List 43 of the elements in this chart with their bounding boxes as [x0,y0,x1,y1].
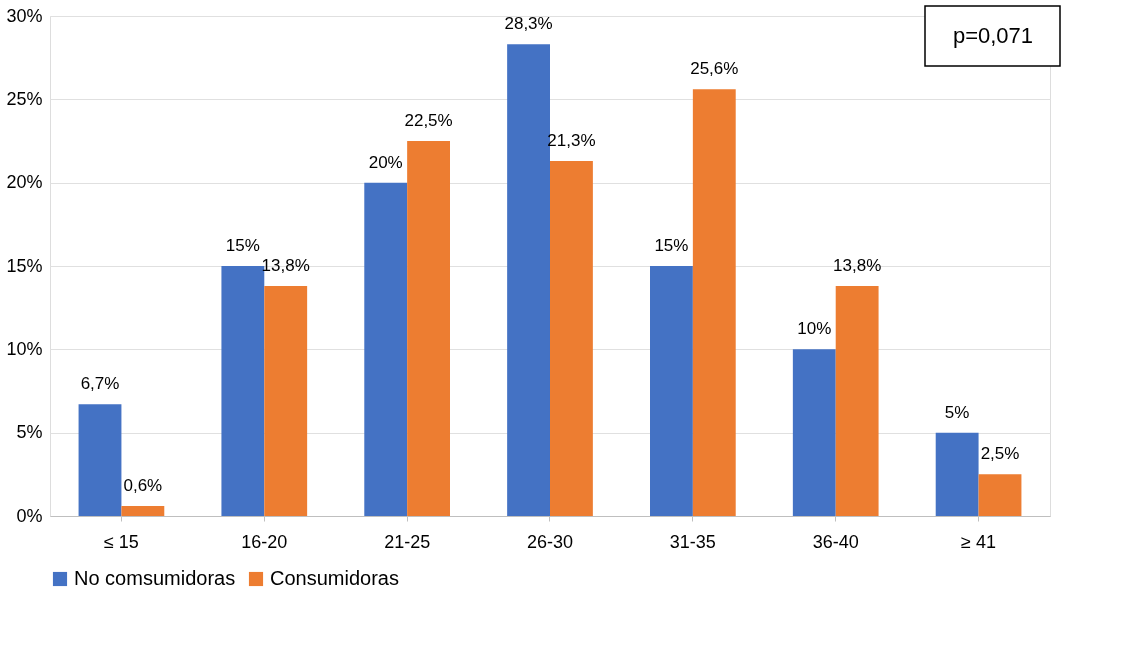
data-label: 20% [368,152,403,172]
data-label: 0,6% [123,476,163,495]
y-tick-label: 5% [16,422,43,443]
bar [935,432,979,516]
legend-label: Consumidoras [270,567,399,589]
x-tick-label: 36-40 [812,531,859,552]
x-tick-label: 21-25 [384,531,431,552]
data-label: 28,3% [504,14,553,34]
bar [550,161,593,516]
data-label: 13,8% [833,256,882,275]
bar [121,506,165,516]
bar [407,141,450,516]
legend-label: No comsumidoras [74,567,236,589]
y-tick-label: 15% [6,255,43,276]
x-tick-label: 26-30 [526,531,574,552]
data-label: 25,6% [690,59,739,79]
data-label: 6,7% [80,374,120,394]
data-label: 13,8% [261,256,310,275]
bar [978,474,1022,516]
bar [264,286,308,516]
bar [364,182,408,516]
bar [650,266,693,516]
x-tick-label: ≥ 41 [961,531,997,552]
data-label: 15% [654,236,689,255]
x-tick-label: 31-35 [669,531,716,552]
data-label: 10% [797,319,832,339]
x-tick-label: ≤ 15 [103,531,139,552]
bar [507,44,550,516]
bar [792,349,836,516]
y-tick-label: 10% [6,338,43,359]
bar [78,404,122,516]
y-tick-label: 30% [6,5,43,26]
data-label: 15% [225,236,260,255]
y-tick-label: 25% [6,88,43,109]
data-label: 22,5% [404,111,453,130]
data-label: 5% [944,402,970,422]
bar [692,89,736,516]
y-tick-label: 0% [16,505,43,526]
annotation: p=0,071 [952,23,1034,48]
data-label: 2,5% [980,444,1020,464]
x-tick-label: 16-20 [241,531,288,552]
y-tick-label: 20% [6,172,43,193]
bar [835,286,879,516]
